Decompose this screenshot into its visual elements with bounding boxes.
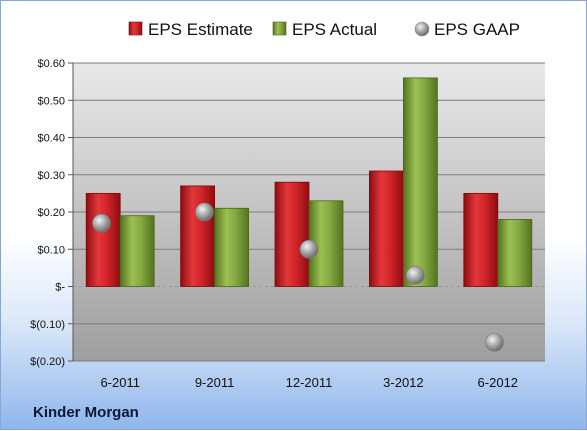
point-eps-gaap <box>485 333 504 352</box>
y-axis: $0.60 $0.50 $0.40 $0.30 $0.20 $0.10 $- $(0.10) $… <box>30 58 74 368</box>
legend-swatch <box>414 21 430 37</box>
y-tick-label: $(0.20) <box>30 356 65 368</box>
x-tick-label: 12-2011 <box>286 375 333 390</box>
x-tick-label: 3-2012 <box>383 375 423 390</box>
y-tick-label: $0.60 <box>37 58 65 70</box>
x-tick-label: 9-2011 <box>195 375 235 390</box>
bars <box>85 77 533 287</box>
gaap-points <box>92 202 504 352</box>
legend-swatch <box>128 21 143 36</box>
point-eps-gaap <box>92 213 111 233</box>
bar-eps-estimate <box>368 170 404 287</box>
legend-label: EPS Actual <box>292 20 377 39</box>
legend-label: EPS GAAP <box>434 20 520 39</box>
company-name: Kinder Morgan <box>33 404 139 421</box>
legend-swatch <box>272 21 287 36</box>
y-tick-label: $(0.10) <box>30 319 65 331</box>
bar-eps-estimate <box>180 185 216 287</box>
y-tick-label: $0.30 <box>37 170 65 182</box>
x-tick-label: 6-2012 <box>478 375 518 390</box>
y-tick-label: $0.10 <box>37 244 65 256</box>
y-tick-label: $0.50 <box>37 95 65 107</box>
point-eps-gaap <box>405 266 425 285</box>
point-eps-gaap <box>299 239 319 259</box>
y-tick-label: $- <box>55 282 65 294</box>
legend-label: EPS Estimate <box>148 20 253 39</box>
y-tick-label: $0.40 <box>37 133 65 145</box>
x-axis: 6-2011 9-2011 12-2011 3-2012 6-2012 <box>100 375 518 390</box>
legend: EPS Estimate EPS Actual EPS GAAP <box>128 20 520 39</box>
bar-eps-actual <box>497 219 533 287</box>
point-eps-gaap <box>195 202 214 222</box>
bar-eps-actual <box>402 77 438 287</box>
x-tick-label: 6-2011 <box>100 375 140 390</box>
bar-eps-actual <box>214 207 250 287</box>
bar-eps-estimate <box>274 181 310 287</box>
bar-eps-estimate <box>85 192 121 287</box>
bar-eps-estimate <box>463 192 499 287</box>
y-tick-label: $0.20 <box>37 207 65 219</box>
bar-eps-actual <box>119 215 155 287</box>
